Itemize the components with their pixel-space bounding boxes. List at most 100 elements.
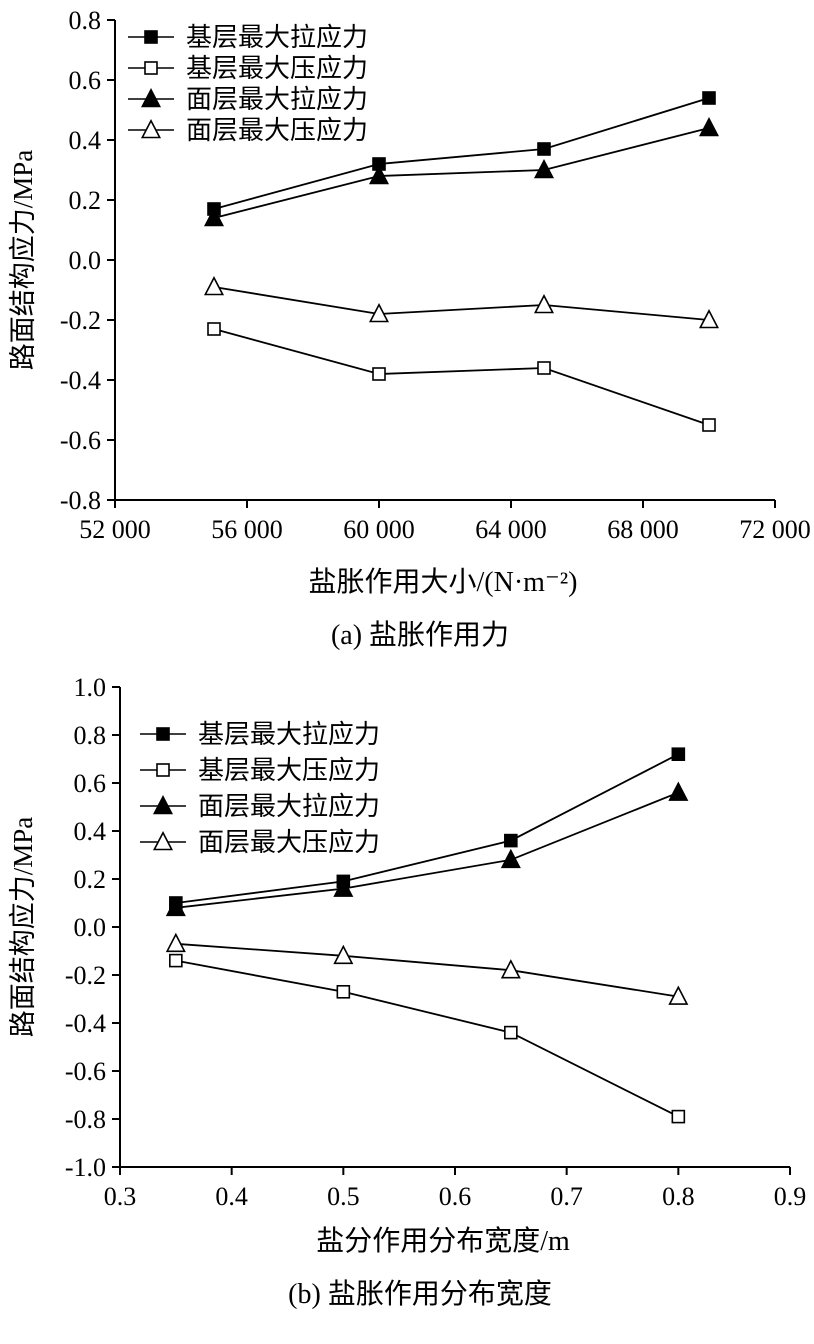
triangle-filled-marker — [333, 877, 354, 897]
y-tick-label: 1.0 — [74, 673, 107, 702]
legend-label: 基层最大拉应力 — [186, 23, 368, 52]
legend-label: 面层最大压应力 — [198, 828, 380, 857]
square-open-marker — [336, 984, 351, 999]
square-open-marker — [671, 1109, 686, 1124]
x-tick-label: 0.4 — [215, 1182, 248, 1211]
chart-a-canvas: 路面结构应力/MPa 0.8 0.6 0.4 0.2 0.0 -0.2 -0.4 -0.6 -0… — [8, 6, 811, 544]
legend-label: 面层最大拉应力 — [198, 792, 380, 821]
y-tick-label: 0.8 — [69, 6, 102, 35]
series-line — [175, 959, 679, 1118]
square-filled-marker — [702, 91, 716, 105]
x-tick-label: 72 000 — [739, 515, 811, 544]
square-filled-marker — [537, 142, 551, 156]
y-tick-label: 0.4 — [69, 126, 102, 155]
square-open-marker — [169, 953, 183, 968]
y-tick-label: -0.8 — [60, 486, 101, 515]
triangle-filled-marker — [203, 206, 225, 227]
legend-label: 面层最大拉应力 — [186, 85, 368, 114]
triangle-open-marker — [140, 118, 162, 139]
triangle-open-marker — [203, 275, 225, 296]
series-line — [213, 127, 710, 219]
triangle-filled-marker — [500, 848, 521, 869]
triangle-open-marker — [698, 308, 720, 329]
series-line — [213, 328, 710, 426]
chart-a-caption: (a) 盐胀作用力 — [330, 620, 510, 651]
x-tick-label: 0.9 — [774, 1182, 807, 1211]
figure-a: 路面结构应力/MPa 0.8 0.6 0.4 0.2 0.0 -0.2 -0.4 -0.6 -0… — [0, 6, 814, 656]
series-line — [213, 286, 710, 321]
chart-b-canvas: 路面结构应力/MPa 1.0 0.8 0.6 0.4 0.2 0.0 -0.2 -0.4 -0.… — [8, 673, 806, 1211]
x-tick-label: 52 000 — [79, 515, 151, 544]
square-filled-marker — [156, 727, 170, 741]
x-tick-label: 60 000 — [343, 515, 415, 544]
x-tick-label: 0.7 — [550, 1182, 583, 1211]
legend-label: 基层最大压应力 — [186, 54, 368, 83]
y-tick-label: -0.6 — [65, 1057, 106, 1086]
x-tick-label: 0.8 — [662, 1182, 695, 1211]
triangle-open-marker — [333, 944, 354, 965]
plot-area: 0.8 0.6 0.4 0.2 0.0 -0.2 -0.4 -0.6 -0.852 000 56 … — [60, 6, 811, 544]
triangle-open-marker — [500, 959, 521, 979]
plot-area: 1.00.80.60.40.20.0-0.2-0.4-0.6-0.8-1.00.… — [65, 673, 806, 1211]
legend-label: 基层最大压应力 — [198, 756, 380, 785]
square-open-marker — [504, 1025, 518, 1040]
x-tick-label: 0.5 — [327, 1182, 360, 1211]
y-tick-label: -0.2 — [60, 306, 101, 335]
triangle-open-marker — [668, 985, 689, 1005]
y-tick-label: -0.4 — [65, 1009, 106, 1038]
x-tick-label: 0.6 — [439, 1182, 472, 1211]
triangle-filled-marker — [368, 164, 390, 185]
y-tick-label: -0.4 — [60, 366, 101, 395]
y-tick-label: -1.0 — [65, 1153, 106, 1182]
legend-label: 基层最大拉应力 — [198, 720, 380, 749]
series-line — [175, 753, 679, 904]
x-tick-label: 64 000 — [475, 515, 547, 544]
triangle-filled-marker — [668, 781, 689, 801]
y-tick-label: 0.2 — [69, 186, 102, 215]
y-tick-label: 0.4 — [74, 817, 107, 846]
y-tick-label: 0.6 — [74, 769, 107, 798]
y-tick-label: 0.8 — [74, 721, 107, 750]
y-tick-label: 0.6 — [69, 66, 102, 95]
chart-b-x-axis-label: 盐分作用分布宽度/m — [316, 1226, 570, 1257]
triangle-filled-marker — [533, 158, 555, 179]
series-line — [175, 791, 679, 909]
y-tick-label: 0.0 — [69, 246, 102, 275]
square-open-marker — [372, 367, 386, 381]
y-tick-label: -0.6 — [60, 426, 101, 455]
series-line — [175, 942, 679, 998]
x-tick-label: 68 000 — [607, 515, 679, 544]
square-open-marker — [156, 763, 170, 777]
chart-a-y-axis-label: 路面结构应力/MPa — [8, 150, 38, 371]
square-open-marker — [207, 322, 221, 336]
square-open-marker — [144, 61, 158, 75]
triangle-filled-marker — [698, 116, 720, 137]
x-tick-label: 0.3 — [104, 1182, 137, 1211]
legend-label: 面层最大压应力 — [186, 116, 368, 145]
square-filled-marker — [144, 30, 158, 44]
y-tick-label: 0.2 — [74, 865, 107, 894]
square-filled-marker — [504, 833, 518, 848]
y-tick-label: -0.2 — [65, 961, 106, 990]
triangle-filled-marker — [140, 87, 162, 108]
x-tick-label: 56 000 — [211, 515, 283, 544]
series-line — [213, 97, 710, 210]
y-tick-label: -0.8 — [65, 1105, 106, 1134]
square-open-marker — [702, 418, 716, 432]
figure-page: 路面结构应力/MPa 0.8 0.6 0.4 0.2 0.0 -0.2 -0.4 -0.6 -0… — [0, 6, 814, 1315]
figure-b: 路面结构应力/MPa 1.0 0.8 0.6 0.4 0.2 0.0 -0.2 -0.4 -0.… — [0, 672, 814, 1315]
triangle-open-marker — [165, 932, 186, 953]
y-tick-label: 0.0 — [74, 913, 107, 942]
chart-b-caption: (b) 盐胀作用分布宽度 — [288, 1279, 552, 1310]
chart-a-x-axis-label: 盐胀作用大小/(N·m⁻²) — [308, 567, 578, 598]
triangle-filled-marker — [152, 794, 174, 815]
triangle-open-marker — [152, 830, 174, 851]
triangle-filled-marker — [165, 896, 186, 917]
triangle-open-marker — [533, 293, 555, 314]
chart-b-y-axis-label: 路面结构应力/MPa — [8, 817, 38, 1038]
square-open-marker — [537, 361, 551, 375]
triangle-open-marker — [368, 302, 390, 323]
square-filled-marker — [671, 747, 686, 761]
